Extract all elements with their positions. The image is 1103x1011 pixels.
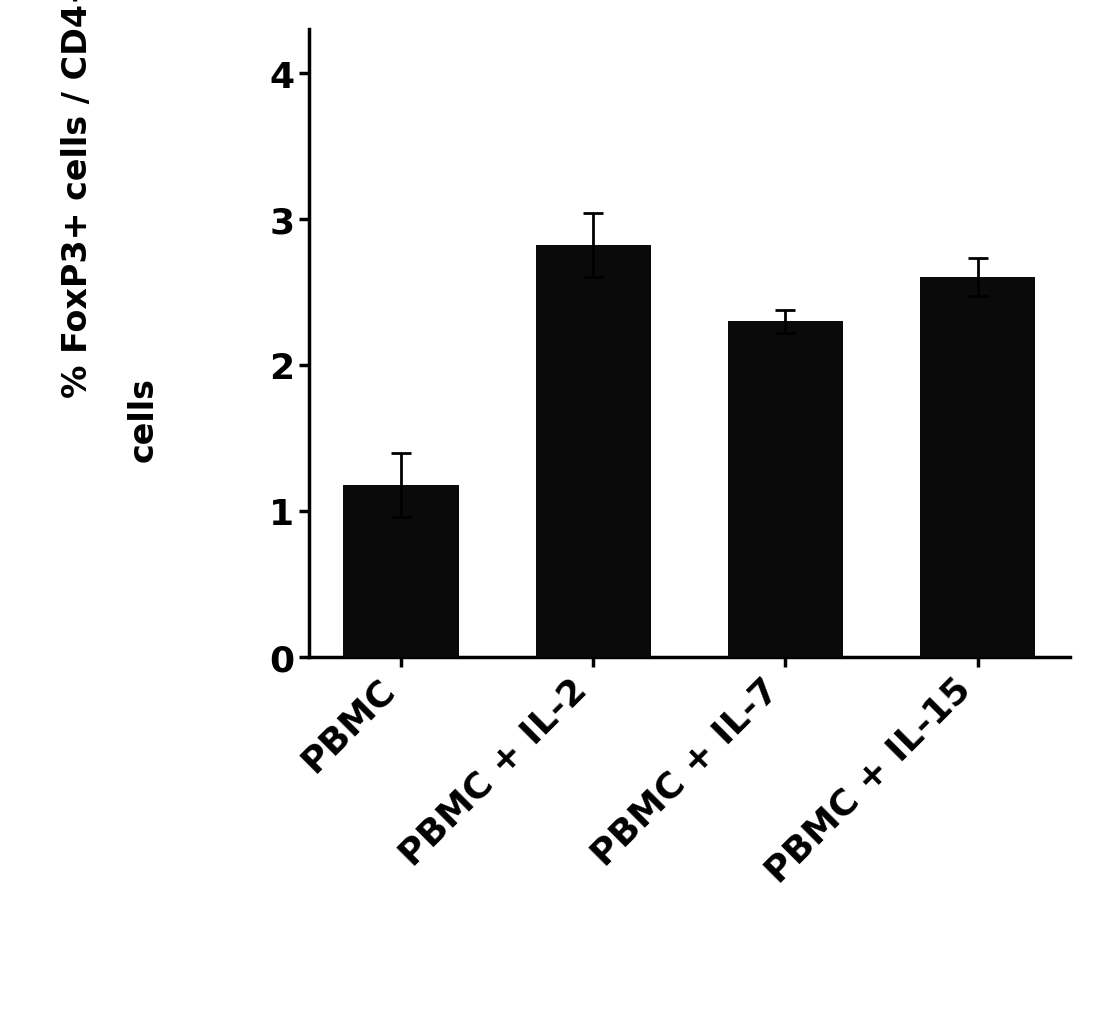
Text: cells: cells bbox=[127, 376, 160, 461]
Bar bbox=[343, 485, 459, 657]
Bar bbox=[920, 278, 1036, 657]
Bar bbox=[728, 321, 843, 657]
Text: % FoxP3+ cells / CD4+: % FoxP3+ cells / CD4+ bbox=[61, 0, 94, 397]
Bar bbox=[536, 246, 651, 657]
